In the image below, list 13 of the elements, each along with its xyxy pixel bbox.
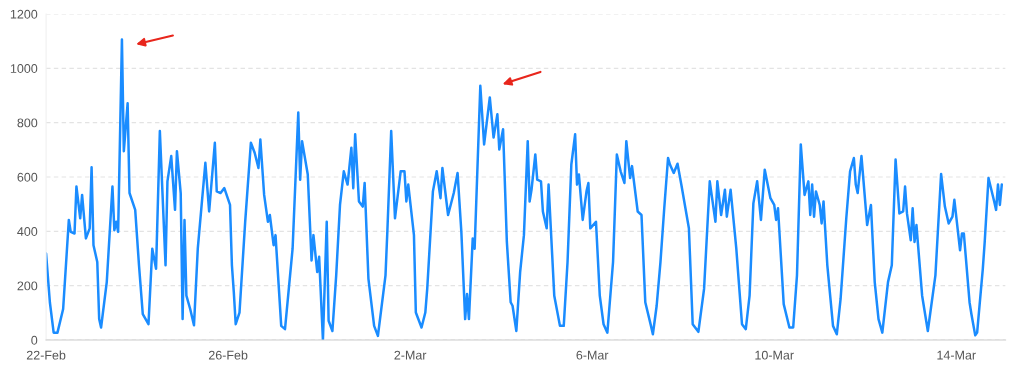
x-tick-label: 22-Feb [26, 350, 66, 360]
y-tick-label: 600 [17, 172, 38, 182]
x-tick-label: 26-Feb [208, 350, 248, 360]
x-tick-label: 14-Mar [937, 350, 976, 360]
y-tick-label: 1000 [10, 64, 38, 73]
y-tick-label: 800 [17, 118, 38, 128]
x-tick-label: 10-Mar [755, 350, 794, 360]
x-tick-label: 2-Mar [394, 350, 427, 360]
y-tick-label: 0 [31, 335, 38, 345]
y-tick-label: 200 [17, 281, 38, 291]
y-tick-label: 400 [17, 227, 38, 236]
x-tick-label: 6-Mar [576, 350, 609, 360]
y-tick-label: 1200 [10, 9, 38, 19]
